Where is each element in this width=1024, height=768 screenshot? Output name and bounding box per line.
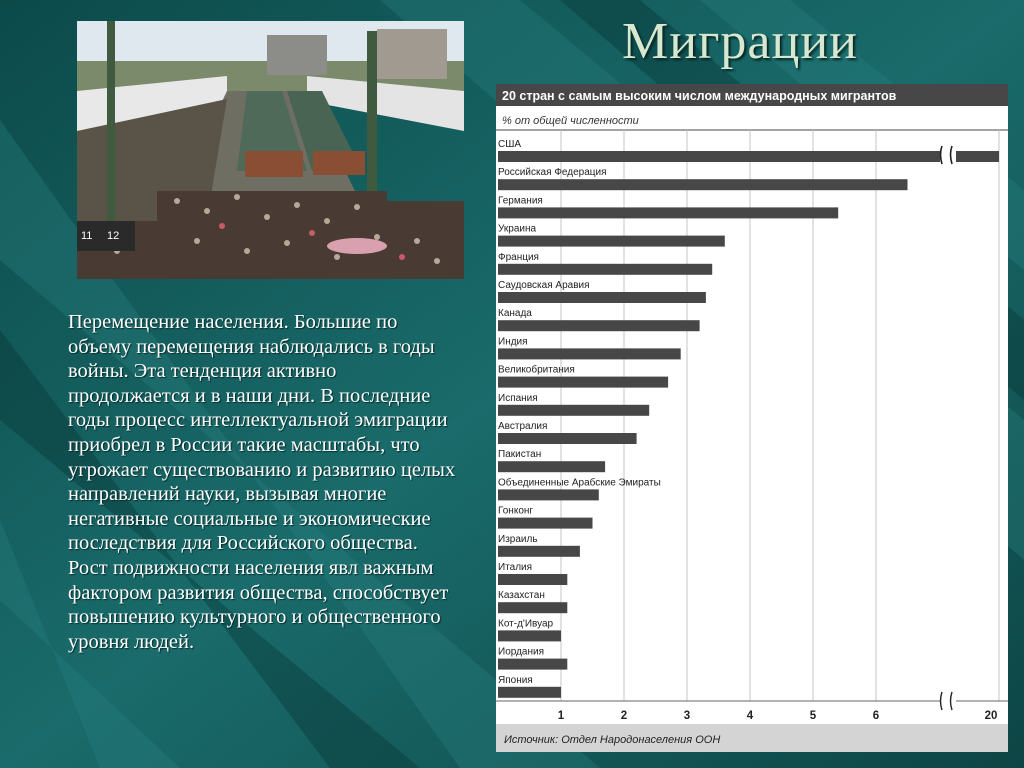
x-tick-label: 6 [873, 710, 879, 722]
chart-source: Источник: Отдел Народонаселения ООН [504, 734, 720, 746]
bar [498, 292, 706, 303]
category-label: Израиль [498, 534, 538, 545]
category-label: Франция [498, 252, 539, 263]
bar [498, 348, 681, 360]
x-tick-label: 1 [558, 710, 565, 722]
category-label: Иордания [498, 647, 544, 658]
category-label: Канада [498, 308, 532, 319]
bar [498, 574, 568, 585]
x-tick-label: 2 [621, 710, 627, 722]
x-tick-label: 3 [684, 710, 690, 722]
bar [498, 686, 561, 698]
bar [498, 207, 839, 219]
bar [498, 658, 568, 670]
x-tick-label: 20 [985, 710, 998, 722]
category-label: Кот-д'Ивуар [498, 618, 554, 629]
chart-title: 20 стран с самым высоким числом междунар… [502, 89, 897, 103]
axis-break-mark [940, 148, 956, 165]
bar [498, 461, 606, 473]
category-label: Великобритания [498, 364, 575, 376]
train-number-sign: 12 [107, 230, 119, 242]
axis-break-mark [939, 691, 953, 711]
bar [498, 602, 568, 614]
x-tick-label: 5 [810, 710, 817, 722]
bar [498, 517, 593, 529]
category-label: Австралия [498, 421, 547, 432]
migrants-bar-chart: 20 стран с самым высоким числом междунар… [496, 84, 1008, 752]
bar [498, 179, 908, 191]
bar [498, 151, 999, 162]
category-label: Казахстан [498, 590, 545, 601]
axis-break-mark [940, 692, 956, 710]
category-label: Италия [498, 562, 532, 573]
category-label: Гонконг [498, 506, 533, 517]
category-label: Российская Федерация [498, 167, 607, 178]
bar [498, 376, 669, 388]
category-label: Испания [498, 393, 538, 404]
category-label: Япония [498, 675, 533, 686]
slide-title: Миграции [622, 13, 858, 70]
train-number-sign: 11 [81, 230, 92, 242]
railway-station-photo: 11 12 [77, 21, 464, 279]
category-label: Пакистан [498, 449, 541, 460]
category-label: США [498, 139, 521, 150]
category-label: Объединенные Арабские Эмираты [498, 476, 661, 488]
bar [498, 263, 713, 275]
axis-break-mark [939, 145, 953, 165]
bar [498, 235, 725, 247]
chart-subtitle: % от общей численности [502, 115, 639, 127]
chart-footer [496, 724, 1008, 752]
slide-paragraph: Перемещение населения. Большие по объему… [68, 311, 456, 653]
category-label: Индия [498, 336, 528, 347]
bar [498, 545, 580, 557]
category-label: Германия [498, 195, 543, 206]
bar [498, 433, 637, 444]
bar [498, 320, 700, 332]
bar [498, 630, 561, 642]
x-tick-label: 4 [747, 710, 754, 722]
bar [498, 404, 650, 416]
category-label: Украина [498, 224, 537, 235]
category-label: Саудовская Аравия [498, 280, 590, 291]
bar [498, 489, 599, 501]
